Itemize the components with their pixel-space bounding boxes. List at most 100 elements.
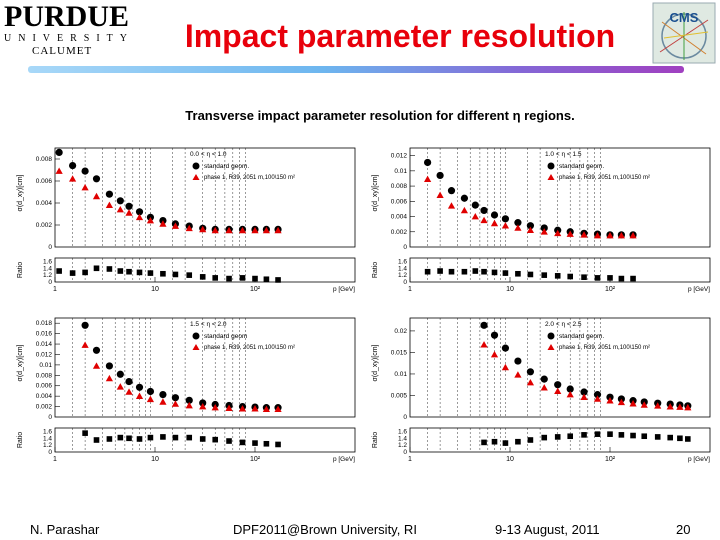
point-phase1 [81,341,89,348]
point-phase1 [629,231,637,239]
point-ratio [93,437,100,443]
ratio-tick-label: 0 [403,449,407,456]
y-tick-label: 0.012 [391,153,408,160]
point-ratio [252,440,258,446]
point-ratio [147,434,154,441]
point-phase1 [211,404,219,411]
point-standard [159,390,167,399]
ratio-axis-label: Ratio [17,262,24,278]
point-ratio [667,434,674,441]
ratio-tick-label: 0 [48,279,52,286]
point-phase1 [105,201,114,208]
point-ratio [239,439,246,446]
point-standard [480,321,488,329]
point-ratio [212,275,219,281]
point-standard [424,158,432,167]
main-frame [54,147,356,248]
point-phase1 [55,167,63,174]
point-standard [540,224,548,232]
ratio-frame [409,257,711,283]
point-phase1 [617,398,625,406]
y-tick-label: 0.018 [36,320,53,327]
ratio-tick-label: 1.4 [398,265,407,272]
legend-marker-standard [192,332,200,340]
point-phase1 [199,225,207,233]
point-ratio [472,268,479,274]
point-standard [580,388,588,396]
purdue-campus: CALUMET [32,45,93,57]
point-phase1 [105,374,114,382]
y-axis-label: σ(d_xy)[cm] [17,174,24,211]
point-standard [490,331,499,339]
y-tick-label: 0.005 [391,392,408,399]
y-tick-label: 0.01 [39,362,52,369]
point-phase1 [262,226,270,234]
y-tick-label: 0.004 [36,393,53,400]
legend-marker-standard [547,332,555,340]
ratio-tick-label: 1.4 [43,435,52,442]
point-ratio [263,276,270,283]
point-standard [501,215,510,223]
point-phase1 [629,400,637,407]
point-ratio [554,434,561,440]
point-phase1 [566,391,574,398]
x-tick-label: 10² [605,286,616,293]
legend-marker-phase1 [547,344,555,350]
point-phase1 [159,220,167,227]
point-ratio [618,432,625,438]
point-ratio [239,275,246,281]
point-phase1 [540,228,548,235]
x-axis-label: p [GeV] [688,456,710,463]
y-tick-label: 0.002 [36,222,53,229]
point-ratio [126,268,132,275]
main-frame [409,147,711,248]
point-ratio [677,435,683,442]
ratio-frame [54,427,356,453]
point-standard [81,321,89,329]
y-tick-label: 0.006 [36,383,53,390]
point-phase1 [460,206,469,214]
point-phase1 [116,383,124,390]
point-phase1 [554,229,562,237]
x-tick-label: 1 [53,286,57,293]
point-phase1 [171,222,180,229]
point-ratio [186,434,193,441]
point-ratio [199,436,206,442]
point-standard [116,197,124,205]
point-phase1 [447,202,456,209]
point-ratio [630,275,636,282]
point-ratio [160,270,166,277]
y-tick-label: 0.008 [36,156,53,163]
point-standard [69,162,77,170]
point-ratio [226,275,232,282]
y-tick-label-zero: 0 [403,244,407,251]
x-tick-label: 1 [408,456,412,463]
ratio-tick-label: 1.6 [43,258,52,265]
y-tick-label: 0.006 [36,178,53,185]
point-phase1 [274,405,282,412]
x-tick-label: 10 [506,456,514,463]
point-phase1 [185,224,193,232]
point-phase1 [225,226,233,234]
point-ratio [226,438,232,444]
point-phase1 [580,231,588,238]
point-standard [540,375,548,383]
y-tick-label: 0.016 [36,331,53,338]
purdue-logo: PURDUE UNIVERSITY CALUMET [4,2,129,60]
point-ratio [491,438,498,445]
point-standard [447,187,456,195]
legend-label-standard: standard geom [204,333,247,340]
point-phase1 [262,405,270,412]
legend-marker-standard [192,162,200,170]
point-phase1 [146,395,155,403]
point-standard [436,171,444,180]
point-standard [593,391,602,399]
point-phase1 [251,226,259,234]
ratio-tick-label: 1.6 [398,258,407,265]
point-phase1 [92,192,101,200]
point-phase1 [424,175,432,183]
point-phase1 [199,402,207,410]
legend-marker-standard [547,162,555,170]
